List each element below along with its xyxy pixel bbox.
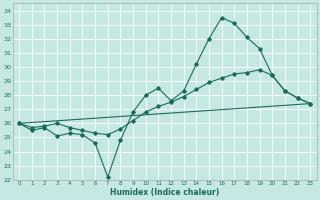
X-axis label: Humidex (Indice chaleur): Humidex (Indice chaleur) bbox=[110, 188, 219, 197]
